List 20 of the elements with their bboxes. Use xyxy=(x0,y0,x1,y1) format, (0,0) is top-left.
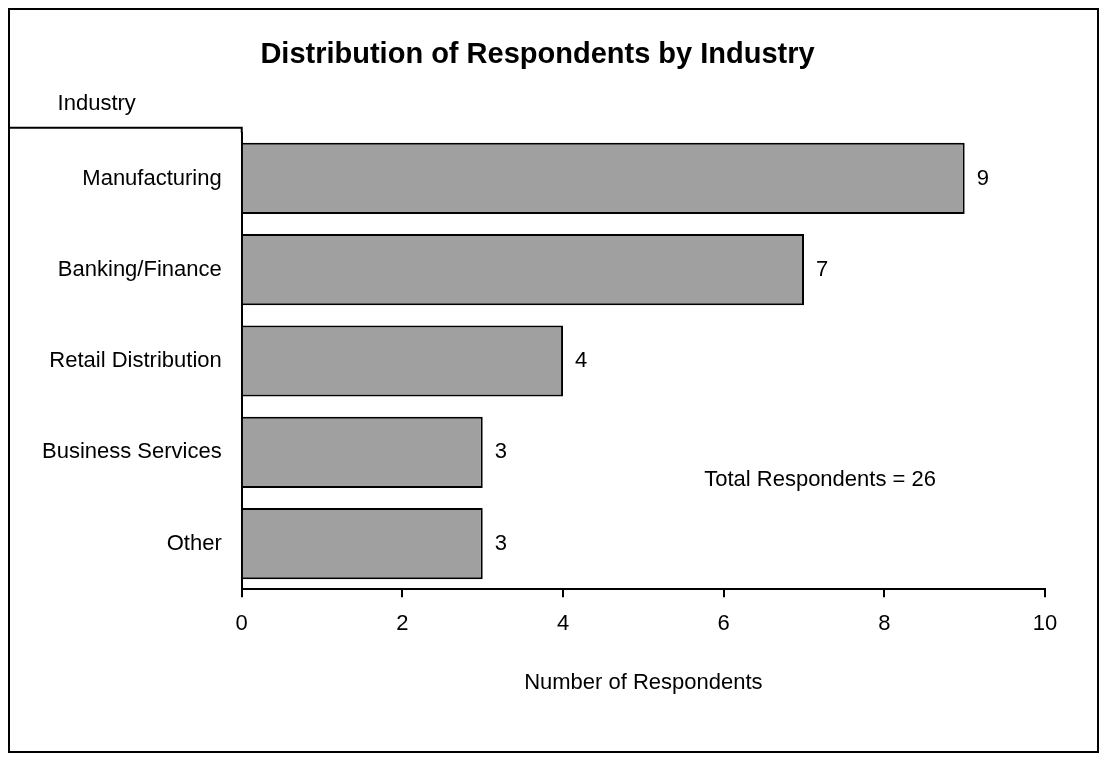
x-axis-title: Number of Respondents xyxy=(524,668,763,694)
data-label: 7 xyxy=(816,255,829,281)
annotation: Total Respondents = 26 xyxy=(704,465,936,491)
y-tick-label: Retail Distribution xyxy=(49,347,222,373)
y-tick-label: Banking/Finance xyxy=(57,255,222,281)
data-label: 4 xyxy=(575,347,588,373)
x-tick-label: 2 xyxy=(396,610,409,636)
x-tick-label: 10 xyxy=(1032,610,1058,636)
y-tick-label: Manufacturing xyxy=(82,164,222,190)
x-tick-label: 4 xyxy=(556,610,570,636)
data-label: 3 xyxy=(494,438,507,464)
data-label: 9 xyxy=(976,164,989,190)
chart-title: Distribution of Respondents by Industry xyxy=(260,37,815,70)
x-tick-label: 8 xyxy=(878,610,891,636)
x-tick-label: 0 xyxy=(235,610,248,636)
x-tick-label: 6 xyxy=(717,610,730,636)
data-label: 3 xyxy=(494,529,507,555)
y-tick-label: Business Services xyxy=(41,438,222,464)
y-tick-label: Other xyxy=(166,529,222,555)
y-axis-title: Industry xyxy=(57,89,136,115)
